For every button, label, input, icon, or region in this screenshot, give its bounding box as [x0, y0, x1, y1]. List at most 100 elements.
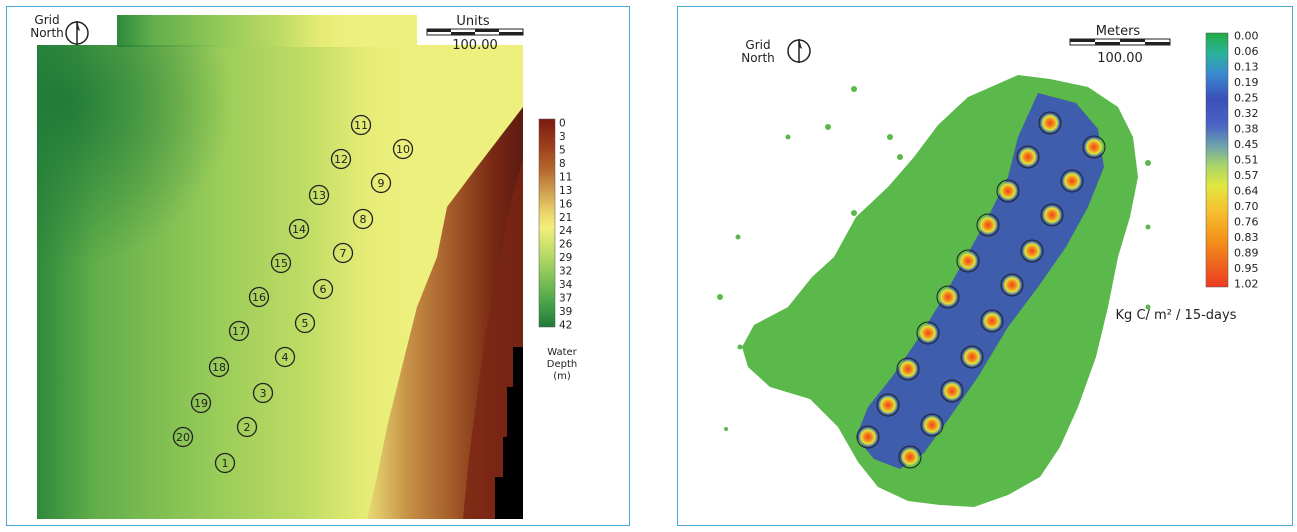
colorbar-tick-label: 8: [559, 158, 566, 170]
bathymetry-map-canvas: Grid North Units 100.00 0358111316212426…: [30, 13, 578, 519]
site-marker-circle: [332, 242, 354, 264]
cage-ring: [876, 393, 900, 417]
units-label: Kg C/ m² / 15-days: [1116, 308, 1237, 323]
cage-ring: [920, 413, 944, 437]
site-marker-label: 1: [222, 457, 229, 470]
cage-ring: [1040, 203, 1064, 227]
scale-bar: Units 100.00: [426, 14, 524, 53]
svg-text:Meters: Meters: [1096, 24, 1141, 39]
hotspot: [901, 448, 919, 466]
colorbar-tick-label: 1.02: [1234, 278, 1259, 291]
site-marker-circle: [350, 114, 372, 136]
hotspot: [1003, 276, 1021, 294]
hotspot: [1043, 206, 1061, 224]
site-marker-circle: [352, 208, 374, 230]
colorbar-title-line: (m): [553, 371, 571, 382]
cage-hotspots: [856, 111, 1106, 469]
site-marker-label: 20: [176, 431, 190, 444]
site-marker-circle: [308, 184, 330, 206]
hotspot: [1023, 242, 1041, 260]
colorbar-tick-label: 0.38: [1234, 123, 1259, 136]
hotspot: [1041, 114, 1059, 132]
site-marker-label: 16: [252, 291, 266, 304]
site-marker-label: 6: [320, 283, 327, 296]
colorbar-tick-label: 0.06: [1234, 45, 1259, 58]
svg-text:Grid: Grid: [745, 38, 770, 52]
cage-ring: [1082, 135, 1106, 159]
site-marker-label: 17: [232, 325, 246, 338]
colorbar-tick-label: 37: [559, 293, 572, 305]
cage-ring: [1060, 169, 1084, 193]
cage-ring: [980, 309, 1004, 333]
site-marker-label: 19: [194, 397, 208, 410]
north-arrow: Grid North: [741, 38, 811, 65]
cage-ring: [1016, 145, 1040, 169]
hotspot: [919, 324, 937, 342]
hotspot: [979, 216, 997, 234]
hotspot: [963, 348, 981, 366]
deposition-map-canvas: Grid North Meters 100.00 0.00 0.06 0.13 0.1…: [717, 24, 1259, 507]
colorbar-tick-label: 0.57: [1234, 169, 1259, 182]
colorbar-tick-label: 0.76: [1234, 216, 1259, 229]
colorbar-title-line: Depth: [547, 359, 577, 370]
svg-text:North: North: [30, 26, 64, 40]
hotspot: [879, 396, 897, 414]
colorbar-tick-label: 0.45: [1234, 138, 1259, 151]
cage-ring: [960, 345, 984, 369]
colorbar-tick-label: 0.32: [1234, 107, 1259, 120]
cage-ring: [916, 321, 940, 345]
site-marker-label: 14: [292, 223, 306, 236]
site-marker-label: 18: [212, 361, 226, 374]
site-marker-circle: [228, 320, 250, 342]
site-marker-circle: [294, 312, 316, 334]
site-marker-label: 8: [360, 213, 367, 226]
hotspot: [1063, 172, 1081, 190]
site-marker-circle: [248, 286, 270, 308]
left-bathymetry-map: Grid North Units 100.00 0 3 5 8 11 13 16 21 24 26…: [6, 6, 630, 526]
site-marker-circle: [330, 148, 352, 170]
svg-text:Grid: Grid: [34, 13, 59, 27]
scale-bar: Meters 100.00: [1069, 24, 1171, 66]
site-marker-label: 10: [396, 143, 410, 156]
svg-text:100.00: 100.00: [1097, 51, 1143, 66]
cage-ring: [896, 357, 920, 381]
colorbar-tick-label: 16: [559, 198, 573, 210]
site-marker-label: 12: [334, 153, 348, 166]
site-marker-circle: [190, 392, 212, 414]
site-marker-label: 15: [274, 257, 288, 270]
right-deposition-map: Grid North Meters 100.00 0.00 0.06 0.13 0.1…: [677, 6, 1293, 526]
site-marker-label: 3: [260, 387, 267, 400]
site-marker-circle: [236, 416, 258, 438]
site-marker-circle: [288, 218, 310, 240]
colorbar-tick-label: 24: [559, 225, 573, 237]
cage-ring: [856, 425, 880, 449]
cage-ring: [1038, 111, 1062, 135]
hotspot: [923, 416, 941, 434]
colorbar-tick-label: 0.83: [1234, 231, 1259, 244]
site-marker-circle: [208, 356, 230, 378]
colorbar-tick-label: 0.70: [1234, 200, 1259, 213]
hotspot: [1085, 138, 1103, 156]
colorbar-tick-label: 13: [559, 185, 572, 197]
svg-text:100.00: 100.00: [452, 38, 498, 53]
hotspot: [899, 360, 917, 378]
site-marker-label: 11: [354, 119, 368, 132]
site-marker-label: 4: [282, 351, 289, 364]
site-marker-label: 7: [340, 247, 347, 260]
colorbar-tick-label: 21: [559, 212, 572, 224]
depth-raster: [37, 15, 523, 519]
colorbar-tick-label: 0.13: [1234, 61, 1259, 74]
site-marker-circle: [392, 138, 414, 160]
site-marker-circle: [370, 172, 392, 194]
cage-ring: [1020, 239, 1044, 263]
hotspot: [959, 252, 977, 270]
svg-text:Units: Units: [456, 14, 489, 29]
no-data-cells: [495, 347, 523, 519]
site-marker-label: 5: [302, 317, 309, 330]
colorbar-tick-label: 32: [559, 266, 572, 278]
deposition-colorbar: 0.00 0.06 0.13 0.19 0.25 0.32 0.38 0.45 0.51 0.57…: [1116, 30, 1259, 324]
site-marker-circle: [312, 278, 334, 300]
colorbar-tick-label: 34: [559, 279, 573, 291]
